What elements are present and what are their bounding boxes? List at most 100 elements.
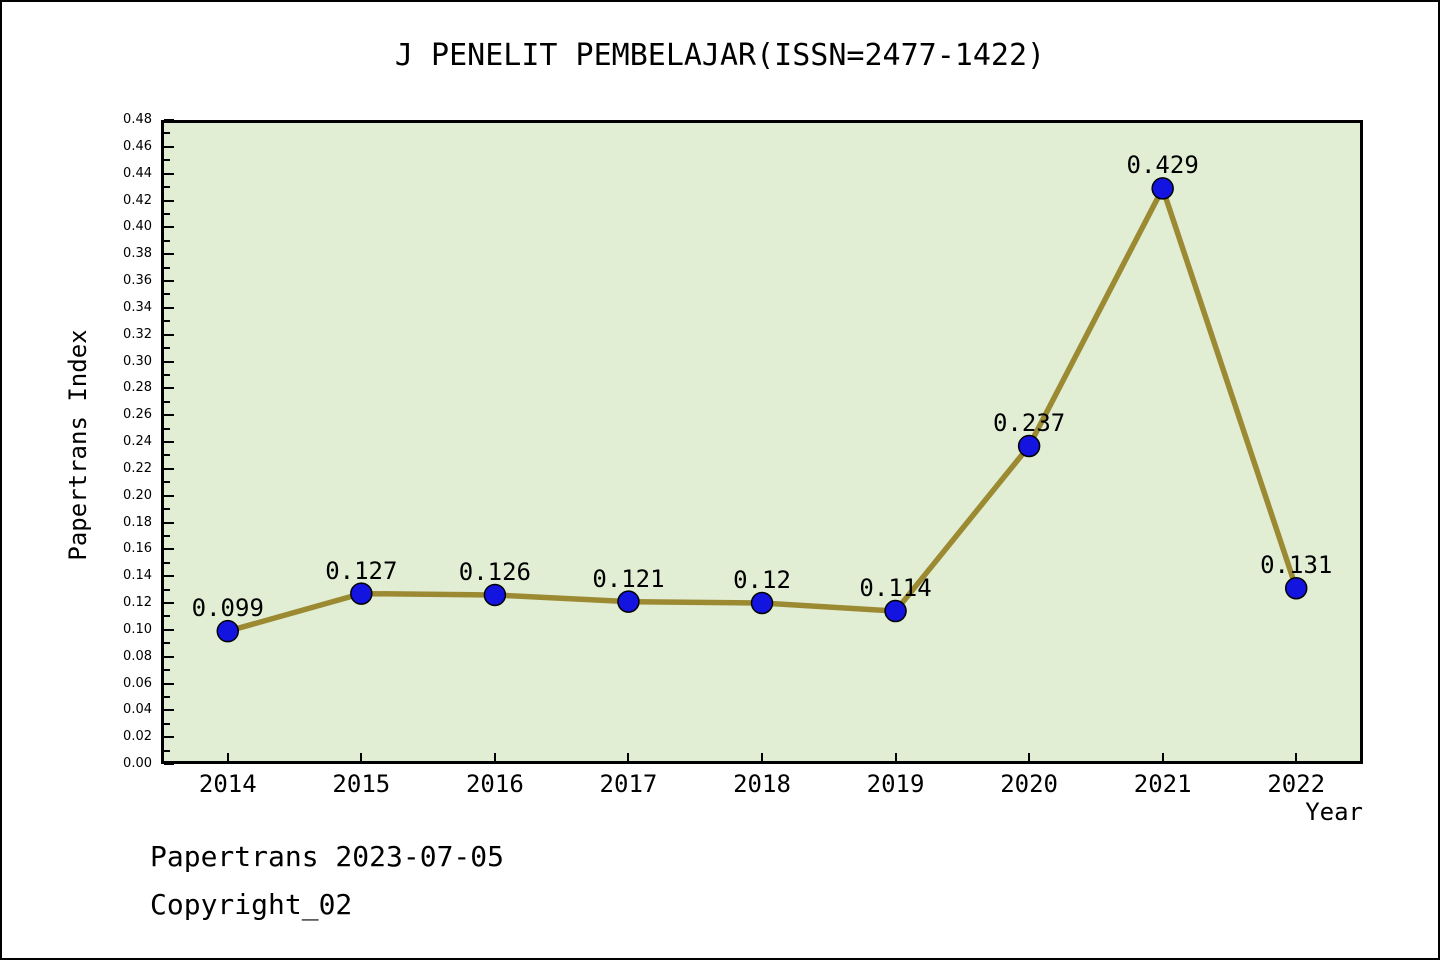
x-major-tick	[1028, 753, 1031, 761]
y-major-tick	[164, 736, 174, 739]
y-tick-label: 0.38	[123, 246, 152, 262]
x-major-tick	[761, 753, 763, 761]
y-major-tick	[164, 548, 174, 551]
y-minor-tick	[164, 642, 170, 645]
y-tick-label: 0.28	[123, 380, 152, 396]
x-major-tick	[1161, 753, 1164, 761]
x-tick-label: 2020	[1000, 770, 1059, 798]
point-label: 0.131	[1260, 551, 1333, 580]
y-minor-tick	[164, 534, 170, 537]
chart-title: J PENELIT PEMBELAJAR(ISSN=2477-1422)	[394, 38, 1046, 73]
point-label: 0.114	[859, 574, 932, 603]
y-minor-tick	[164, 454, 170, 457]
y-major-tick	[164, 441, 174, 443]
y-major-tick	[164, 709, 174, 712]
y-major-tick	[164, 682, 174, 685]
y-minor-tick	[164, 695, 170, 698]
y-minor-tick	[164, 615, 170, 618]
y-tick-label: 0.46	[123, 138, 152, 154]
y-major-tick	[164, 333, 174, 336]
point-label: 0.126	[458, 557, 531, 586]
x-tick-label: 2021	[1133, 770, 1192, 798]
y-tick-label: 0.34	[123, 299, 152, 315]
y-tick-label: 0.24	[123, 434, 152, 449]
point-label: 0.127	[325, 556, 398, 585]
y-minor-tick	[164, 373, 170, 376]
y-minor-tick	[164, 293, 170, 296]
y-tick-label: 0.16	[123, 541, 152, 557]
y-tick-label: 0.30	[123, 353, 152, 369]
y-minor-tick	[164, 239, 170, 242]
y-tick-label: 0.20	[123, 487, 152, 503]
watermark-copyright: Copyright_02	[150, 888, 353, 921]
y-minor-tick	[164, 266, 170, 269]
y-major-tick	[164, 119, 174, 121]
x-major-tick	[226, 753, 229, 761]
y-minor-tick	[164, 481, 170, 484]
y-major-tick	[164, 145, 174, 148]
y-tick-label: 0.04	[123, 702, 152, 718]
y-major-tick	[164, 226, 174, 229]
y-minor-tick	[164, 159, 170, 162]
y-minor-tick	[164, 722, 170, 725]
point-label: 0.12	[733, 566, 791, 594]
y-tick-label: 0.48	[123, 112, 152, 127]
y-tick-label: 0.36	[123, 273, 152, 288]
y-minor-tick	[164, 186, 170, 189]
y-major-tick	[164, 575, 174, 578]
x-tick-label: 2014	[198, 770, 257, 798]
x-major-tick	[627, 753, 630, 761]
x-major-tick	[894, 753, 897, 761]
y-major-tick	[164, 655, 174, 658]
y-major-tick	[164, 387, 174, 390]
y-major-tick	[164, 253, 174, 256]
y-tick-label: 0.32	[123, 326, 152, 342]
y-tick-label: 0.12	[123, 595, 152, 610]
y-tick-label: 0.22	[123, 460, 152, 476]
point-label: 0.429	[1126, 151, 1199, 180]
y-major-tick	[164, 628, 174, 631]
x-tick-label: 2017	[599, 770, 658, 798]
x-major-tick	[360, 753, 363, 761]
y-major-tick	[164, 172, 174, 175]
y-tick-label: 0.02	[123, 729, 152, 745]
y-major-tick	[164, 602, 174, 604]
y-minor-tick	[164, 561, 170, 564]
y-minor-tick	[164, 508, 170, 511]
y-tick-label: 0.06	[123, 675, 152, 691]
x-tick-label: 2022	[1267, 770, 1326, 798]
y-major-tick	[164, 360, 174, 363]
y-minor-tick	[164, 212, 170, 215]
y-major-tick	[164, 199, 174, 202]
y-major-tick	[164, 763, 174, 765]
y-major-tick	[164, 280, 174, 282]
x-tick-label: 2018	[733, 770, 791, 798]
watermark-date: Papertrans 2023-07-05	[150, 840, 505, 873]
y-major-tick	[164, 467, 174, 470]
y-tick-label: 0.26	[123, 407, 152, 423]
y-tick-label: 0.10	[123, 621, 152, 637]
y-major-tick	[164, 414, 174, 417]
y-minor-tick	[164, 669, 170, 672]
y-minor-tick	[164, 132, 170, 135]
y-major-tick	[164, 306, 174, 309]
plot-area	[161, 120, 1363, 764]
x-tick-label: 2015	[332, 770, 391, 798]
y-tick-label: 0.18	[123, 514, 152, 530]
y-minor-tick	[164, 347, 170, 350]
x-tick-label: 2016	[465, 770, 524, 798]
point-label: 0.237	[992, 409, 1066, 438]
y-tick-label: 0.00	[123, 756, 152, 771]
y-minor-tick	[164, 320, 170, 323]
y-minor-tick	[164, 400, 170, 403]
y-tick-label: 0.08	[123, 648, 152, 664]
x-major-tick	[1295, 753, 1298, 761]
y-tick-label: 0.44	[123, 165, 152, 181]
y-major-tick	[164, 494, 174, 497]
point-label: 0.121	[592, 564, 665, 593]
y-tick-label: 0.14	[123, 568, 152, 584]
y-major-tick	[164, 521, 174, 524]
y-minor-tick	[164, 427, 170, 430]
x-major-tick	[493, 753, 496, 761]
